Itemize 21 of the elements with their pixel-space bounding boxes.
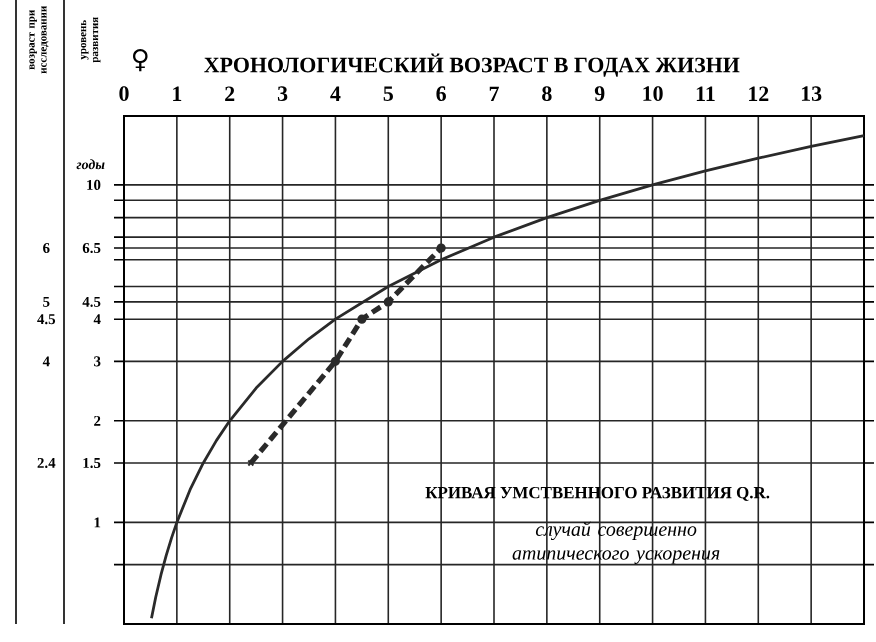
x-tick-label: 5 [383, 86, 393, 102]
x-tick-label: 3 [277, 86, 288, 102]
x-tick-label: 10 [643, 86, 663, 102]
point [436, 243, 446, 253]
x-tick-label: 6 [436, 86, 446, 102]
x-tick-label: 12 [749, 86, 769, 102]
point [383, 297, 393, 307]
x-tick-label: 13 [801, 86, 822, 102]
text: ♀ [133, 49, 148, 72]
point [357, 314, 367, 324]
x-tick-label: 2 [225, 86, 235, 102]
x-tick-label: 0 [119, 86, 129, 102]
x-tick-label: 7 [489, 86, 499, 102]
point [247, 459, 255, 467]
x-axis-title: ХРОНОЛОГИЧЕСКИЙ ВОЗРАСТ В ГОДАХ ЖИЗНИ [204, 53, 740, 77]
x-tick-label: 1 [173, 86, 182, 102]
x-tick-label: 8 [542, 86, 552, 102]
x-tick-label: 4 [330, 86, 341, 102]
x-tick-label: 11 [696, 86, 715, 102]
point [330, 356, 341, 366]
x-tick-label: 9 [594, 86, 605, 102]
